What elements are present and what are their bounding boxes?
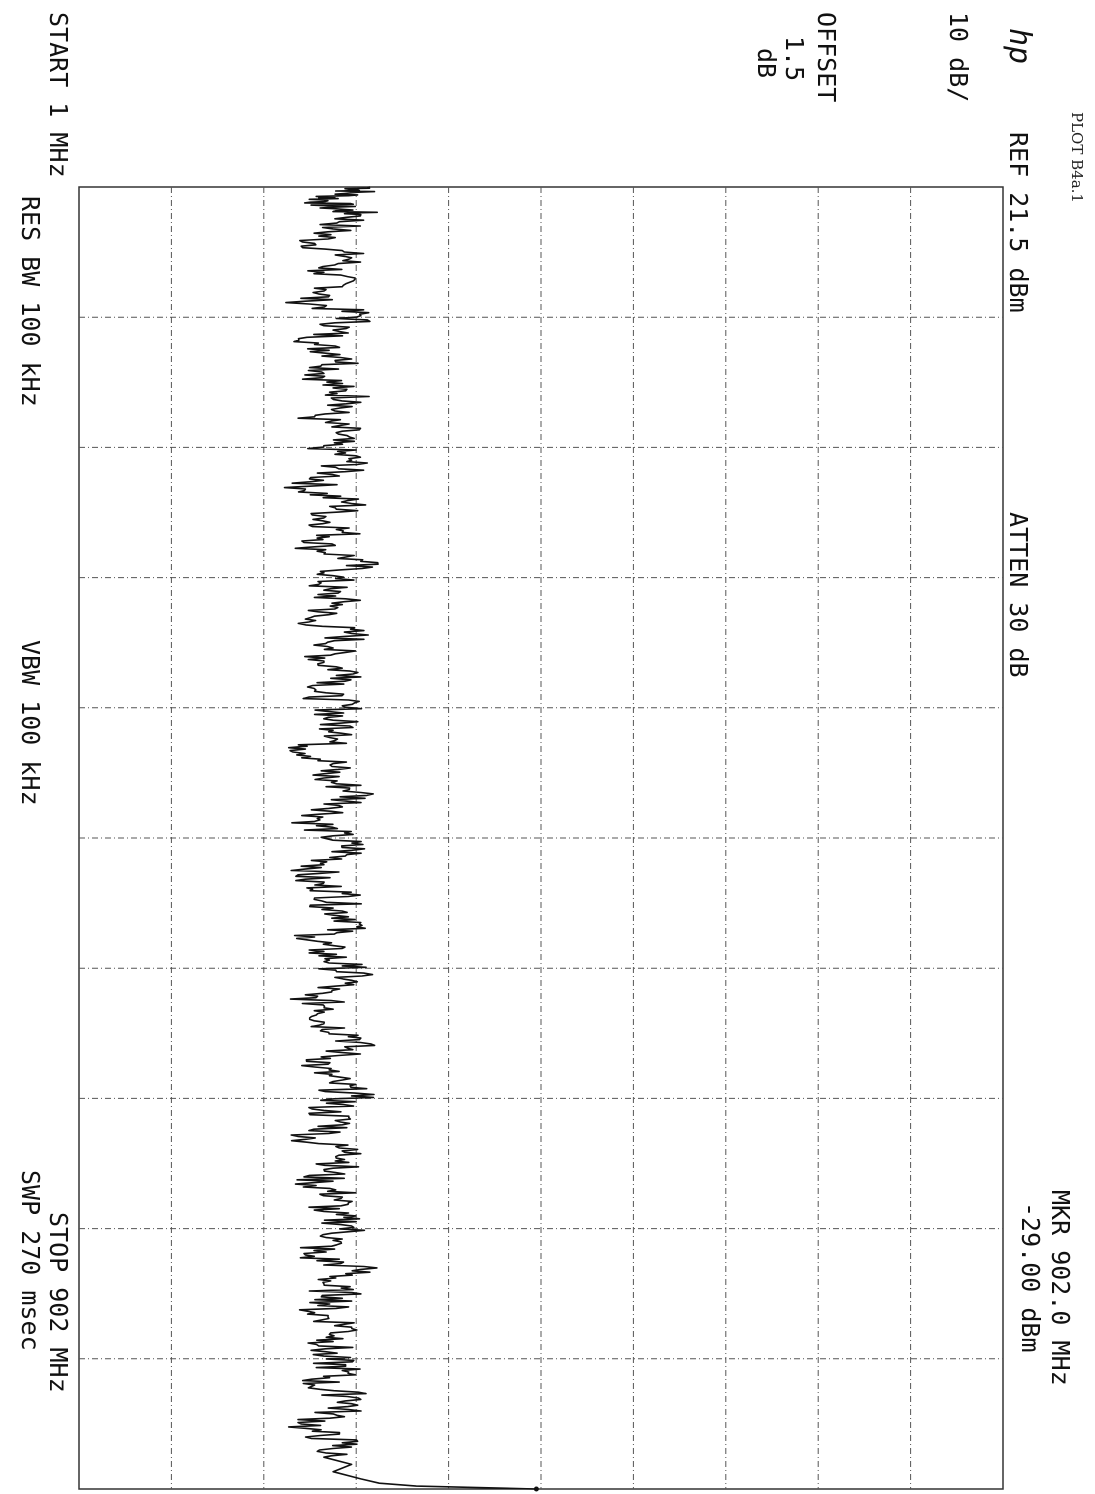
plot-id-label: PLOT B4a.1	[1068, 112, 1086, 203]
trace-layer	[283, 186, 539, 1492]
marker-point	[533, 1486, 539, 1492]
scale-label: 10 dB/	[944, 12, 973, 102]
attenuation-label: ATTEN 30 dB	[1004, 512, 1033, 678]
offset-unit: dB	[752, 48, 781, 78]
sweep-time: SWP 270 msec	[16, 1170, 45, 1351]
spectrum-trace-0	[283, 186, 537, 1490]
offset-value: 1.5	[780, 36, 809, 81]
start-frequency: START 1 MHz	[44, 12, 73, 178]
hp-logo: hp	[1002, 28, 1037, 64]
graticule-grid	[79, 187, 1003, 1489]
ref-level-label: REF 21.5 dBm	[1004, 132, 1033, 313]
video-bandwidth: VBW 100 kHz	[16, 640, 45, 806]
marker-frequency: MKR 902.0 MHz	[1046, 1190, 1075, 1386]
offset-label: OFFSET	[812, 12, 841, 102]
marker-level: -29.00 dBm	[1016, 1202, 1045, 1353]
stop-frequency: STOP 902 MHz	[44, 1212, 73, 1393]
res-bandwidth: RES BW 100 kHz	[16, 196, 45, 407]
